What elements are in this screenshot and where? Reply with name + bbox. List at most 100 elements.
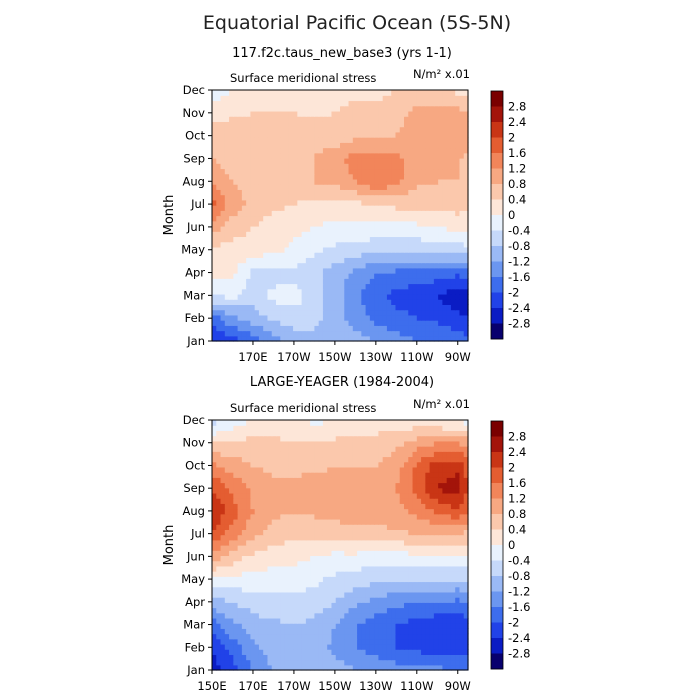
heatmap-cell	[212, 110, 217, 117]
heatmap-cell	[361, 105, 367, 112]
heatmap-cell	[374, 262, 379, 269]
heatmap-cell	[361, 617, 367, 624]
heatmap-cell	[314, 168, 320, 175]
heatmap-cell	[246, 131, 251, 138]
heatmap-cell	[455, 565, 461, 572]
heatmap-cell	[280, 194, 286, 201]
heatmap-cell	[254, 137, 260, 143]
heatmap-cell	[233, 623, 239, 629]
heatmap-cell	[352, 278, 358, 285]
heatmap-cell	[237, 335, 243, 342]
heatmap-cell	[374, 178, 379, 185]
heatmap-cell	[263, 597, 269, 603]
heatmap-cell	[233, 503, 239, 510]
heatmap-cell	[404, 147, 409, 154]
heatmap-cell	[421, 126, 426, 133]
heatmap-cell	[412, 534, 418, 541]
heatmap-cell	[305, 110, 311, 117]
heatmap-cell	[301, 273, 307, 279]
heatmap-cell	[220, 116, 226, 122]
heatmap-cell	[450, 137, 456, 143]
heatmap-cell	[369, 654, 375, 661]
heatmap-cell	[374, 607, 379, 614]
heatmap-cell	[276, 325, 281, 332]
heatmap-cell	[263, 330, 269, 337]
top-panel-y-axis-label: Month	[162, 195, 177, 236]
heatmap-cell	[322, 649, 328, 655]
heatmap-cell	[224, 309, 230, 316]
heatmap-cell	[433, 288, 439, 295]
heatmap-cell	[463, 654, 469, 661]
heatmap-cell	[258, 555, 264, 562]
heatmap-cell	[374, 617, 379, 624]
heatmap-cell	[408, 252, 414, 258]
heatmap-cell	[425, 241, 431, 248]
heatmap-cell	[250, 550, 256, 557]
heatmap-cell	[271, 147, 277, 154]
heatmap-cell	[438, 246, 443, 253]
heatmap-cell	[237, 178, 243, 185]
heatmap-cell	[229, 267, 234, 274]
heatmap-cell	[263, 492, 269, 499]
heatmap-cell	[374, 278, 379, 285]
heatmap-cell	[293, 168, 298, 175]
heatmap-cell	[293, 597, 298, 603]
heatmap-cell	[399, 116, 405, 122]
heatmap-cell	[241, 586, 247, 593]
heatmap-cell	[361, 597, 367, 603]
heatmap-cell	[450, 257, 456, 264]
heatmap-cell	[280, 602, 286, 609]
heatmap-cell	[416, 199, 422, 206]
heatmap-cell	[378, 236, 384, 243]
heatmap-cell	[241, 550, 247, 557]
heatmap-cell	[386, 90, 392, 96]
heatmap-cell	[233, 194, 239, 201]
heatmap-cell	[450, 335, 456, 342]
heatmap-cell	[361, 241, 367, 248]
heatmap-cell	[318, 555, 324, 562]
heatmap-cell	[310, 649, 315, 655]
heatmap-cell	[331, 529, 337, 536]
heatmap-cell	[233, 304, 239, 311]
heatmap-cell	[365, 152, 371, 159]
heatmap-cell	[314, 142, 320, 149]
heatmap-cell	[216, 664, 222, 671]
heatmap-cell	[369, 597, 375, 603]
heatmap-cell	[352, 225, 358, 232]
heatmap-cell	[438, 225, 443, 232]
heatmap-cell	[450, 163, 456, 170]
heatmap-cell	[297, 90, 303, 96]
heatmap-cell	[340, 199, 345, 206]
heatmap-cell	[263, 586, 269, 593]
heatmap-cell	[224, 220, 230, 227]
heatmap-cell	[263, 105, 269, 112]
heatmap-cell	[288, 654, 294, 661]
heatmap-cell	[416, 649, 422, 655]
heatmap-cell	[378, 654, 384, 661]
heatmap-cell	[220, 299, 226, 305]
heatmap-cell	[335, 105, 341, 112]
heatmap-cell	[241, 534, 247, 541]
heatmap-cell	[335, 225, 341, 232]
heatmap-cell	[280, 612, 286, 619]
heatmap-cell	[433, 654, 439, 661]
heatmap-cell	[224, 131, 230, 138]
heatmap-cell	[344, 273, 350, 279]
heatmap-cell	[459, 320, 465, 326]
heatmap-cell	[399, 147, 405, 154]
heatmap-cell	[408, 529, 414, 536]
heatmap-cell	[233, 576, 239, 583]
heatmap-cell	[212, 288, 217, 295]
heatmap-cell	[280, 628, 286, 635]
heatmap-cell	[404, 116, 409, 122]
heatmap-cell	[267, 330, 273, 337]
heatmap-cell	[305, 638, 311, 645]
heatmap-cell	[386, 649, 392, 655]
heatmap-cell	[322, 273, 328, 279]
heatmap-cell	[369, 116, 375, 122]
heatmap-cell	[284, 220, 290, 227]
heatmap-cell	[412, 246, 418, 253]
heatmap-cell	[288, 225, 294, 232]
heatmap-cell	[357, 518, 362, 525]
